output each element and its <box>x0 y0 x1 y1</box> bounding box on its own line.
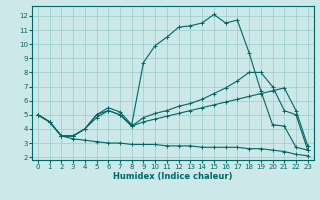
X-axis label: Humidex (Indice chaleur): Humidex (Indice chaleur) <box>113 172 233 181</box>
